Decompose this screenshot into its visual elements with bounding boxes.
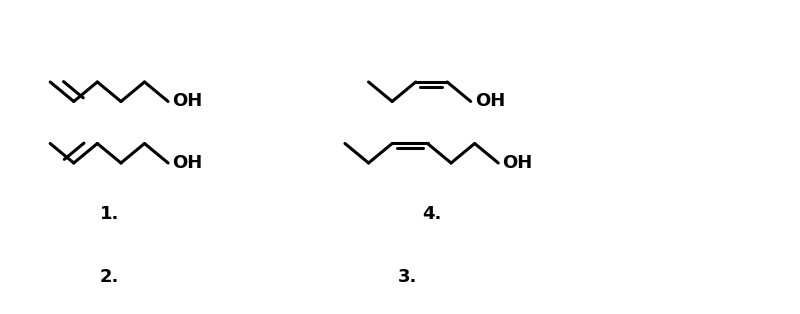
Text: OH: OH <box>474 93 505 111</box>
Text: OH: OH <box>502 154 533 172</box>
Text: 4.: 4. <box>422 205 441 223</box>
Text: OH: OH <box>172 93 202 111</box>
Text: 2.: 2. <box>99 268 119 286</box>
Text: 3.: 3. <box>398 268 418 286</box>
Text: 1.: 1. <box>99 205 119 223</box>
Text: OH: OH <box>172 154 202 172</box>
